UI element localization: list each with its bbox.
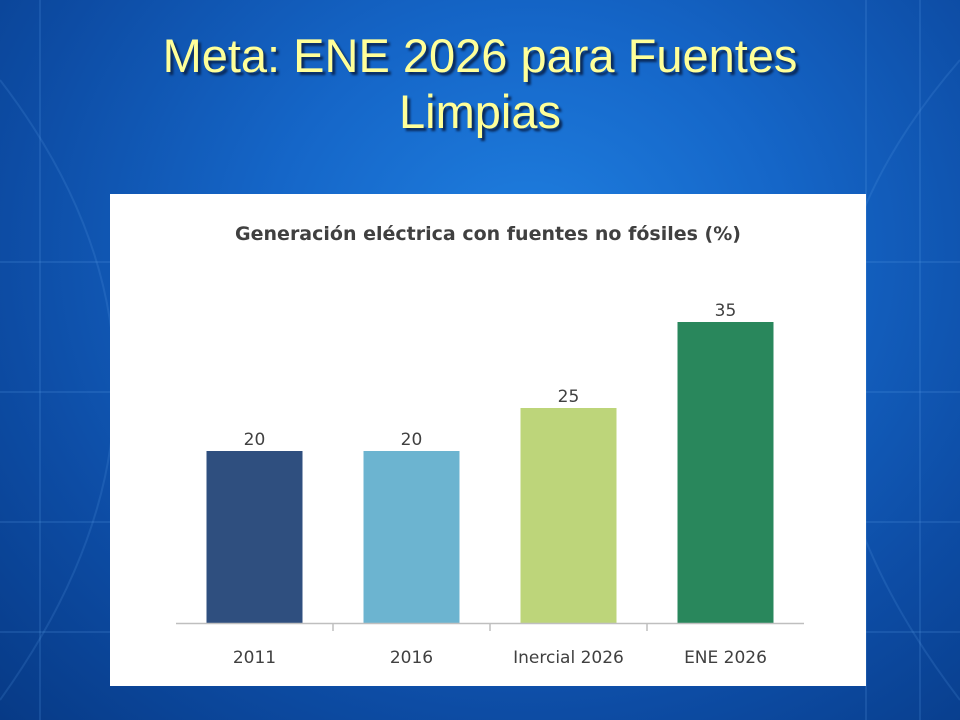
bar-chart: Generación eléctrica con fuentes no fósi… [176,223,804,668]
bar-ene-2026 [677,322,774,623]
slide-title-line-1: Meta: ENE 2026 para Fuentes [162,29,798,82]
chart-title: Generación eléctrica con fuentes no fósi… [235,223,741,245]
data-label-inercial-2026: 25 [558,387,580,407]
x-tick-label-2016: 2016 [390,648,433,668]
bar-inercial-2026 [520,408,617,623]
x-tick-label-inercial-2026: Inercial 2026 [513,648,624,668]
x-tick-label-ene-2026: ENE 2026 [684,648,767,668]
slide-title: Meta: ENE 2026 para Fuentes Limpias [0,28,960,140]
x-axis: 2011 2016 Inercial 2026 ENE 2026 [176,622,804,668]
data-label-2016: 20 [401,430,423,450]
data-labels-layer: 20 20 25 35 [244,301,737,450]
slide-title-line-2: Limpias [399,85,561,138]
bar-2016 [363,451,460,623]
bars-layer [206,322,774,623]
chart-panel: Generación eléctrica con fuentes no fósi… [110,194,866,686]
x-tick-label-2011: 2011 [233,648,276,668]
data-label-2011: 20 [244,430,266,450]
data-label-ene-2026: 35 [715,301,737,321]
bar-2011 [206,451,303,623]
